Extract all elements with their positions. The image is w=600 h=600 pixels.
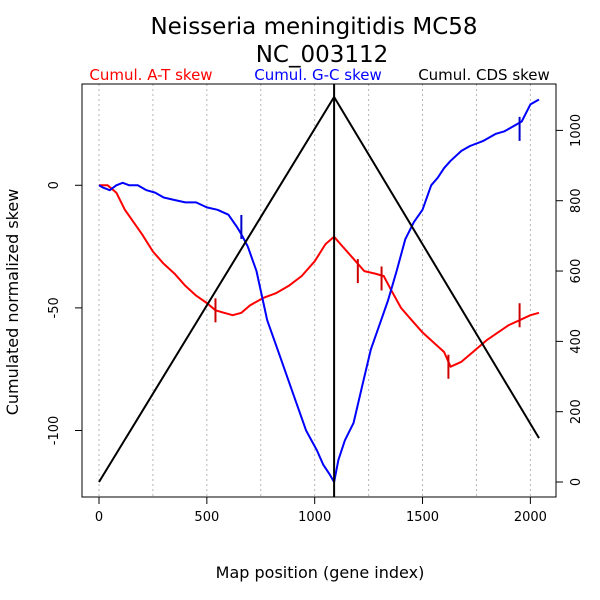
error-layer bbox=[214, 116, 521, 379]
grid-layer bbox=[98, 84, 531, 497]
at-skew-line bbox=[99, 184, 540, 368]
x-tick-label: 2000 bbox=[514, 510, 547, 525]
cds-skew-line bbox=[98, 96, 540, 483]
y-right-tick-label: 800 bbox=[569, 188, 584, 213]
x-tick-label: 500 bbox=[194, 510, 219, 525]
x-tick-label: 0 bbox=[95, 510, 103, 525]
y-axis-right: 0 200 400 600 800 1000 bbox=[556, 114, 584, 486]
x-tick-label: 1000 bbox=[298, 510, 331, 525]
y-left-tick-label: -100 bbox=[47, 416, 62, 446]
y-right-tick-label: 0 bbox=[569, 478, 584, 486]
plot-frame bbox=[81, 83, 557, 498]
y-right-tick-label: 200 bbox=[569, 399, 584, 424]
legend-at: Cumul. A-T skew bbox=[89, 66, 212, 84]
legend-gc: Cumul. G-C skew bbox=[254, 66, 382, 84]
x-axis: 0 500 1000 1500 2000 bbox=[95, 497, 547, 525]
y-right-tick-label: 1000 bbox=[569, 114, 584, 147]
x-axis-label: Map position (gene index) bbox=[216, 563, 425, 582]
x-tick-label: 1500 bbox=[406, 510, 439, 525]
y-axis-left: -100 -50 0 bbox=[47, 181, 82, 445]
y-axis-label: Cumulated normalized skew bbox=[3, 189, 22, 416]
y-left-tick-label: -50 bbox=[47, 297, 62, 318]
y-right-tick-label: 600 bbox=[569, 259, 584, 284]
chart-title: Neisseria meningitidis MC58 bbox=[150, 14, 477, 40]
legend-cds: Cumul. CDS skew bbox=[418, 66, 550, 84]
series-layer bbox=[98, 84, 540, 497]
chart-subtitle: NC_003112 bbox=[256, 42, 389, 68]
y-right-tick-label: 400 bbox=[569, 329, 584, 354]
gc-skew-line bbox=[98, 98, 540, 483]
y-left-tick-label: 0 bbox=[47, 181, 62, 189]
